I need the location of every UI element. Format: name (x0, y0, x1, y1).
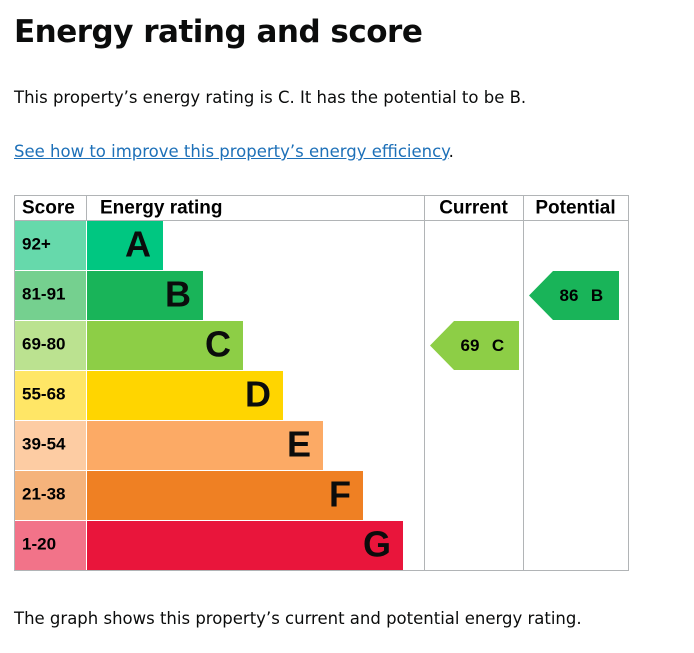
rating-bar (87, 471, 363, 520)
score-label: 81-91 (22, 284, 65, 303)
score-cell (15, 221, 86, 270)
score-cell (15, 421, 86, 470)
potential-rating: B (591, 286, 603, 305)
column-header: Energy rating (100, 198, 222, 219)
score-cell (15, 471, 86, 520)
rating-letter: A (125, 224, 151, 265)
current-score: 69 (461, 336, 480, 355)
page-title: Energy rating and score (14, 14, 423, 50)
rating-bar (87, 421, 323, 470)
rating-bar (87, 371, 283, 420)
score-label: 1-20 (22, 534, 56, 553)
rating-bar (87, 271, 203, 320)
current-rating: C (492, 336, 504, 355)
score-label: 39-54 (22, 434, 66, 453)
link-suffix: . (448, 142, 454, 161)
score-cell (15, 371, 86, 420)
rating-bar (87, 221, 163, 270)
footer-text: The graph shows this property’s current … (14, 609, 582, 628)
column-header: Current (439, 198, 508, 219)
rating-letter: B (165, 274, 191, 315)
rating-letter: F (329, 474, 351, 515)
score-label: 92+ (22, 234, 51, 253)
potential-arrow (529, 271, 619, 320)
score-cell (15, 521, 86, 570)
rating-letter: C (205, 324, 231, 365)
score-cell (15, 271, 86, 320)
current-arrow (430, 321, 519, 370)
rating-letter: E (287, 424, 311, 465)
energy-rating-graph: Score Energy rating Current Potential 92+ A 81… (14, 195, 629, 571)
rating-bar (87, 321, 243, 370)
link-paragraph: See how to improve this property’s energ… (14, 142, 454, 161)
column-header: Potential (535, 198, 615, 219)
intro-text: This property’s energy rating is C. It h… (14, 88, 527, 107)
score-label: 69-80 (22, 334, 65, 353)
table-border (14, 195, 629, 571)
rating-letter: G (363, 524, 391, 565)
score-cell (15, 321, 86, 370)
improve-link[interactable]: See how to improve this property’s energ… (14, 142, 449, 161)
column-header: Score (22, 198, 75, 219)
rating-letter: D (245, 374, 271, 415)
potential-score: 86 (560, 286, 579, 305)
score-label: 21-38 (22, 484, 65, 503)
rating-bar (87, 521, 403, 570)
score-label: 55-68 (22, 384, 65, 403)
